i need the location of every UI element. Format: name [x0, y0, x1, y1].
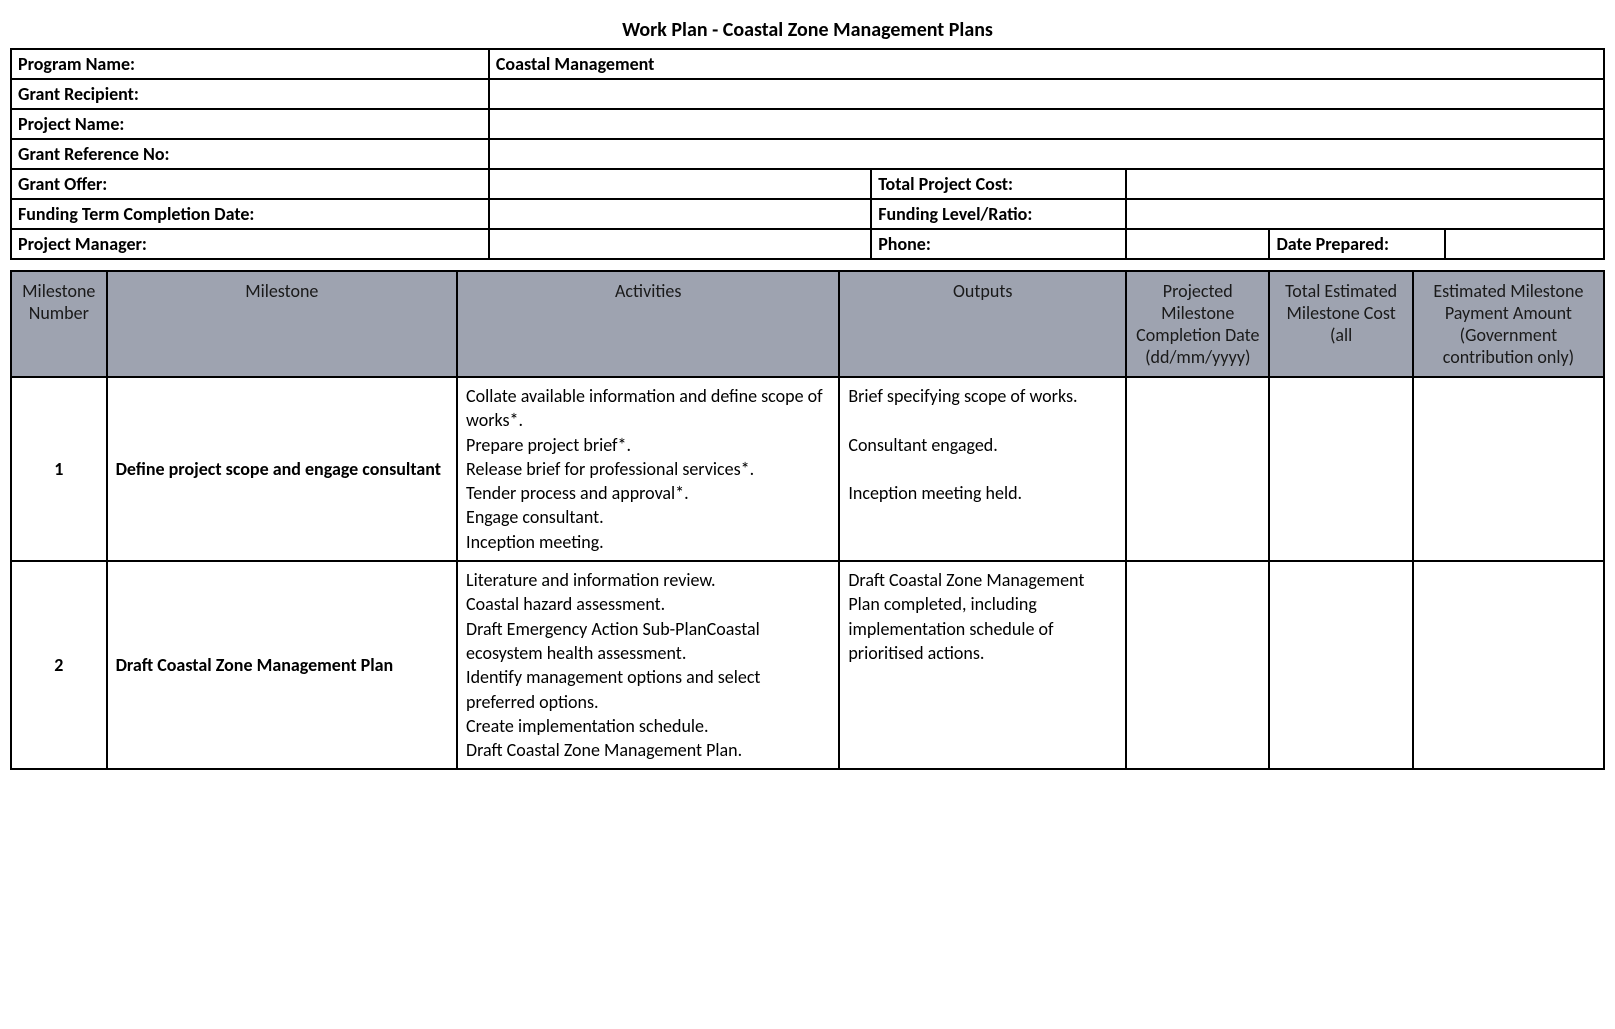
project-manager-value[interactable]: [489, 229, 871, 259]
phone-value[interactable]: [1126, 229, 1269, 259]
milestone-payment[interactable]: [1413, 377, 1604, 561]
info-row-manager: Project Manager: Phone: Date Prepared:: [11, 229, 1604, 259]
info-row-program: Program Name: Coastal Management: [11, 49, 1604, 79]
milestone-row: 1 Define project scope and engage consul…: [11, 377, 1604, 561]
header-date: Projected Milestone Completion Date (dd/…: [1126, 271, 1269, 377]
info-row-recipient: Grant Recipient:: [11, 79, 1604, 109]
milestone-activities: Literature and information review. Coast…: [457, 561, 839, 769]
grant-offer-value[interactable]: [489, 169, 871, 199]
info-row-project: Project Name:: [11, 109, 1604, 139]
header-activities: Activities: [457, 271, 839, 377]
total-cost-value[interactable]: [1126, 169, 1604, 199]
date-prepared-value[interactable]: [1445, 229, 1604, 259]
info-row-offer: Grant Offer: Total Project Cost:: [11, 169, 1604, 199]
milestone-date[interactable]: [1126, 561, 1269, 769]
funding-term-value[interactable]: [489, 199, 871, 229]
milestone-row: 2 Draft Coastal Zone Management Plan Lit…: [11, 561, 1604, 769]
milestone-num: 2: [11, 561, 107, 769]
project-name-value[interactable]: [489, 109, 1604, 139]
milestone-table: Milestone Number Milestone Activities Ou…: [10, 270, 1605, 770]
milestone-name: Draft Coastal Zone Management Plan: [107, 561, 457, 769]
info-row-ref: Grant Reference No:: [11, 139, 1604, 169]
grant-recipient-value[interactable]: [489, 79, 1604, 109]
header-outputs: Outputs: [839, 271, 1126, 377]
milestone-payment[interactable]: [1413, 561, 1604, 769]
total-cost-label: Total Project Cost:: [871, 169, 1126, 199]
milestone-outputs: Draft Coastal Zone Management Plan compl…: [839, 561, 1126, 769]
document-title: Work Plan - Coastal Zone Management Plan…: [10, 10, 1605, 48]
milestone-cost[interactable]: [1269, 561, 1412, 769]
grant-offer-label: Grant Offer:: [11, 169, 489, 199]
info-row-term: Funding Term Completion Date: Funding Le…: [11, 199, 1604, 229]
project-manager-label: Project Manager:: [11, 229, 489, 259]
grant-ref-label: Grant Reference No:: [11, 139, 489, 169]
project-info-table: Program Name: Coastal Management Grant R…: [10, 48, 1605, 260]
funding-level-value[interactable]: [1126, 199, 1604, 229]
grant-recipient-label: Grant Recipient:: [11, 79, 489, 109]
header-num: Milestone Number: [11, 271, 107, 377]
phone-label: Phone:: [871, 229, 1126, 259]
header-payment: Estimated Milestone Payment Amount (Gove…: [1413, 271, 1604, 377]
milestone-date[interactable]: [1126, 377, 1269, 561]
milestone-outputs: Brief specifying scope of works. Consult…: [839, 377, 1126, 561]
milestone-name: Define project scope and engage consulta…: [107, 377, 457, 561]
grant-ref-value[interactable]: [489, 139, 1604, 169]
project-name-label: Project Name:: [11, 109, 489, 139]
funding-level-label: Funding Level/Ratio:: [871, 199, 1126, 229]
program-name-label: Program Name:: [11, 49, 489, 79]
header-milestone: Milestone: [107, 271, 457, 377]
milestone-header-row: Milestone Number Milestone Activities Ou…: [11, 271, 1604, 377]
program-name-value: Coastal Management: [489, 49, 1604, 79]
date-prepared-label: Date Prepared:: [1269, 229, 1444, 259]
funding-term-label: Funding Term Completion Date:: [11, 199, 489, 229]
milestone-activities: Collate available information and define…: [457, 377, 839, 561]
header-cost: Total Estimated Milestone Cost (all: [1269, 271, 1412, 377]
milestone-cost[interactable]: [1269, 377, 1412, 561]
milestone-num: 1: [11, 377, 107, 561]
